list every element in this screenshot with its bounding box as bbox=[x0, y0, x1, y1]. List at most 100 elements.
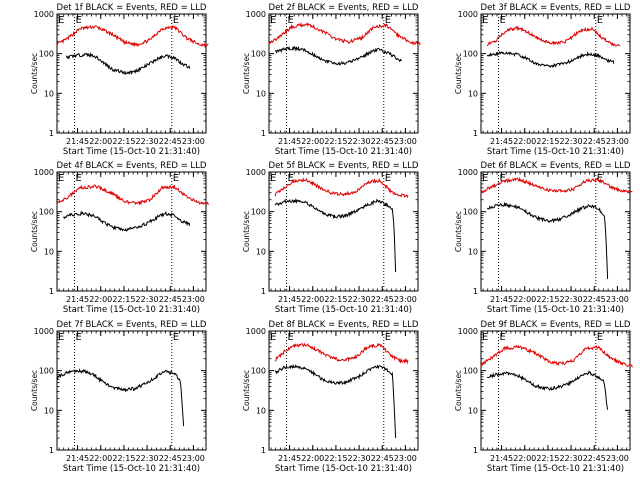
eclipse-marker-label: E bbox=[385, 15, 391, 26]
eclipse-marker-label: E bbox=[385, 173, 391, 184]
plot-frame bbox=[480, 13, 631, 134]
y-tick-label: 1 bbox=[49, 446, 54, 455]
x-tick-label: 22:00 bbox=[89, 137, 112, 146]
y-tick-label: 1000 bbox=[34, 327, 54, 336]
x-tick-label: 22:45 bbox=[159, 137, 182, 146]
plot-frame bbox=[480, 330, 631, 451]
eclipse-marker-label: E bbox=[270, 15, 276, 26]
panel-title: Det 2f BLACK = Events, RED = LLD bbox=[269, 3, 419, 13]
detector-panel: Det 3f BLACK = Events, RED = LLD 1 10 100 10… bbox=[454, 3, 631, 157]
y-tick-label: 100 bbox=[251, 50, 266, 59]
x-tick-label: 21:45 bbox=[66, 295, 89, 304]
detector-panel: Det 8f BLACK = Events, RED = LLD 1 10 100 10… bbox=[242, 320, 419, 474]
y-tick-label: 10 bbox=[44, 247, 54, 256]
x-axis-label: Start Time (15-Oct-10 21:31:40) bbox=[275, 464, 412, 474]
eclipse-marker-label: E bbox=[270, 173, 276, 184]
x-tick-label: 22:45 bbox=[583, 137, 606, 146]
x-axis-label: Start Time (15-Oct-10 21:31:40) bbox=[63, 147, 200, 157]
events-series-line bbox=[486, 201, 609, 280]
x-axis-label: Start Time (15-Oct-10 21:31:40) bbox=[487, 305, 624, 315]
eclipse-marker-label: E bbox=[287, 15, 293, 26]
x-tick-label: 22:45 bbox=[583, 454, 606, 463]
y-axis-label: Counts/sec bbox=[30, 370, 39, 411]
x-tick-label: 21:45 bbox=[66, 454, 89, 463]
y-tick-label: 1000 bbox=[458, 168, 478, 177]
y-tick-label: 1 bbox=[261, 287, 266, 296]
x-tick-label: 22:30 bbox=[348, 137, 371, 146]
x-axis-label: Start Time (15-Oct-10 21:31:40) bbox=[487, 464, 624, 474]
y-tick-label: 10 bbox=[256, 89, 266, 98]
x-tick-label: 22:00 bbox=[513, 454, 536, 463]
eclipse-marker-label: E bbox=[58, 332, 64, 343]
x-tick-label: 22:45 bbox=[371, 137, 394, 146]
eclipse-marker-label: E bbox=[597, 332, 603, 343]
y-tick-label: 1 bbox=[261, 446, 266, 455]
events-series-line bbox=[274, 197, 397, 273]
x-tick-label: 22:00 bbox=[301, 137, 324, 146]
x-tick-label: 23:00 bbox=[182, 137, 205, 146]
y-tick-label: 100 bbox=[39, 208, 54, 217]
y-tick-label: 1000 bbox=[246, 327, 266, 336]
x-tick-label: 22:45 bbox=[159, 454, 182, 463]
y-tick-label: 1 bbox=[473, 287, 478, 296]
y-tick-label: 1000 bbox=[458, 327, 478, 336]
events-series-line bbox=[275, 45, 403, 66]
y-tick-label: 100 bbox=[463, 208, 478, 217]
y-axis-label: Counts/sec bbox=[30, 53, 39, 94]
events-series-line bbox=[63, 210, 191, 232]
x-tick-label: 22:30 bbox=[136, 295, 159, 304]
y-tick-label: 1000 bbox=[246, 10, 266, 19]
x-tick-label: 22:15 bbox=[536, 137, 559, 146]
eclipse-marker-label: E bbox=[287, 332, 293, 343]
x-tick-label: 22:00 bbox=[89, 454, 112, 463]
detector-panel: Det 5f BLACK = Events, RED = LLD 1 10 100 10… bbox=[242, 161, 419, 315]
x-tick-label: 22:15 bbox=[112, 295, 135, 304]
lld-series-line bbox=[56, 24, 209, 49]
detector-panel: Det 4f BLACK = Events, RED = LLD 1 10 100 10… bbox=[30, 161, 209, 315]
x-tick-label: 21:45 bbox=[66, 137, 89, 146]
plot-frame bbox=[268, 330, 419, 451]
x-tick-label: 22:45 bbox=[371, 454, 394, 463]
y-tick-label: 1000 bbox=[34, 168, 54, 177]
x-tick-label: 22:15 bbox=[112, 137, 135, 146]
eclipse-marker-label: E bbox=[482, 332, 488, 343]
y-tick-label: 10 bbox=[256, 247, 266, 256]
events-series-line bbox=[274, 363, 397, 439]
x-tick-label: 22:15 bbox=[324, 295, 347, 304]
x-tick-label: 23:00 bbox=[394, 295, 417, 304]
x-tick-label: 23:00 bbox=[182, 295, 205, 304]
x-tick-label: 22:45 bbox=[159, 295, 182, 304]
x-tick-label: 23:00 bbox=[606, 295, 629, 304]
lld-series-line bbox=[274, 177, 409, 199]
y-tick-label: 1000 bbox=[34, 10, 54, 19]
y-axis-label: Counts/sec bbox=[454, 370, 463, 411]
detector-panel: Det 7f BLACK = Events, RED = LLD 1 10 100 10… bbox=[30, 320, 207, 474]
x-tick-label: 22:30 bbox=[136, 137, 159, 146]
x-tick-label: 21:45 bbox=[490, 454, 513, 463]
x-axis-label: Start Time (15-Oct-10 21:31:40) bbox=[275, 305, 412, 315]
events-series-line bbox=[56, 367, 185, 427]
detector-panel: Det 1f BLACK = Events, RED = LLD 1 10 100 10… bbox=[30, 3, 209, 157]
x-tick-label: 22:30 bbox=[560, 295, 583, 304]
y-tick-label: 1 bbox=[49, 287, 54, 296]
y-axis-label: Counts/sec bbox=[242, 53, 251, 94]
y-tick-label: 100 bbox=[463, 367, 478, 376]
x-tick-label: 22:45 bbox=[371, 295, 394, 304]
x-tick-label: 21:45 bbox=[278, 137, 301, 146]
x-tick-label: 21:45 bbox=[490, 295, 513, 304]
eclipse-marker-label: E bbox=[499, 173, 505, 184]
x-tick-label: 22:00 bbox=[513, 295, 536, 304]
eclipse-marker-label: E bbox=[173, 173, 179, 184]
y-axis-label: Counts/sec bbox=[242, 211, 251, 252]
plot-frame bbox=[56, 171, 207, 292]
eclipse-marker-label: E bbox=[499, 332, 505, 343]
y-tick-label: 100 bbox=[251, 367, 266, 376]
eclipse-marker-label: E bbox=[75, 332, 81, 343]
y-tick-label: 100 bbox=[251, 208, 266, 217]
eclipse-marker-label: E bbox=[597, 173, 603, 184]
plot-frame bbox=[56, 330, 207, 451]
y-axis-label: Counts/sec bbox=[454, 211, 463, 252]
x-tick-label: 22:15 bbox=[324, 137, 347, 146]
x-tick-label: 22:30 bbox=[560, 137, 583, 146]
